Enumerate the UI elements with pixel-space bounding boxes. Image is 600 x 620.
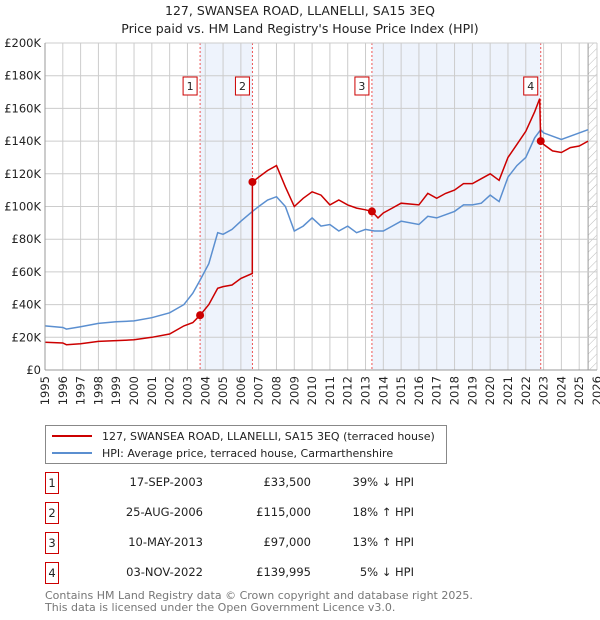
sale-marker bbox=[196, 311, 205, 320]
transaction-hpi: 13% ↑ HPI bbox=[352, 535, 414, 549]
footer-copyright: Contains HM Land Registry data © Crown c… bbox=[45, 589, 473, 602]
y-tick-label: £80K bbox=[12, 232, 42, 246]
y-tick-label: £180K bbox=[4, 69, 41, 83]
x-tick-label: 2002 bbox=[163, 376, 177, 405]
x-tick-label: 2015 bbox=[394, 376, 408, 405]
x-tick-label: 1997 bbox=[74, 376, 88, 405]
x-tick-label: 2008 bbox=[269, 376, 283, 405]
x-tick-label: 2023 bbox=[537, 376, 551, 405]
y-tick-label: £120K bbox=[4, 167, 41, 181]
legend-item-hpi: HPI: Average price, terraced house, Carm… bbox=[52, 445, 393, 461]
transaction-row: 3 10-MAY-2013 £97,000 13% ↑ HPI bbox=[45, 532, 545, 554]
x-tick-label: 2006 bbox=[234, 376, 248, 405]
x-tick-label: 2024 bbox=[554, 376, 568, 405]
x-tick-label: 2026 bbox=[590, 376, 600, 405]
price-chart: 127, SWANSEA ROAD, LLANELLI, SA15 3EQ Pr… bbox=[4, 3, 600, 405]
transaction-date: 17-SEP-2003 bbox=[129, 475, 203, 489]
transaction-date: 10-MAY-2013 bbox=[128, 535, 203, 549]
sale-label: 3 bbox=[358, 80, 365, 93]
chart-subtitle: Price paid vs. HM Land Registry's House … bbox=[121, 21, 478, 36]
transaction-price: £139,995 bbox=[256, 565, 311, 579]
sale-label: 2 bbox=[239, 80, 246, 93]
y-tick-label: £140K bbox=[4, 134, 41, 148]
legend-item-property: 127, SWANSEA ROAD, LLANELLI, SA15 3EQ (t… bbox=[52, 428, 435, 444]
transaction-number: 1 bbox=[45, 472, 59, 494]
x-tick-label: 2022 bbox=[519, 376, 533, 405]
sale-label-box bbox=[234, 76, 250, 96]
x-tick-label: 2013 bbox=[359, 376, 373, 405]
sale-label-box bbox=[354, 76, 370, 96]
x-tick-label: 2012 bbox=[341, 376, 355, 405]
x-tick-label: 2011 bbox=[323, 376, 337, 405]
transaction-price: £33,500 bbox=[263, 475, 311, 489]
transaction-row: 1 17-SEP-2003 £33,500 39% ↓ HPI bbox=[45, 472, 545, 494]
x-tick-label: 2020 bbox=[483, 376, 497, 405]
transaction-hpi: 18% ↑ HPI bbox=[352, 505, 414, 519]
x-tick-label: 2016 bbox=[412, 376, 426, 405]
sale-label-box bbox=[182, 76, 198, 96]
x-tick-label: 1995 bbox=[38, 376, 52, 405]
transaction-price: £115,000 bbox=[256, 505, 311, 519]
y-tick-label: £0 bbox=[26, 363, 41, 377]
sale-label: 1 bbox=[187, 80, 194, 93]
x-tick-label: 2019 bbox=[465, 376, 479, 405]
x-tick-label: 2003 bbox=[180, 376, 194, 405]
x-tick-label: 1998 bbox=[91, 376, 105, 405]
footer-text: Contains HM Land Registry data © Crown c… bbox=[45, 590, 473, 614]
x-tick-label: 1999 bbox=[109, 376, 123, 405]
legend-label: 127, SWANSEA ROAD, LLANELLI, SA15 3EQ (t… bbox=[102, 429, 435, 443]
y-tick-label: £40K bbox=[12, 298, 42, 312]
y-tick-label: £100K bbox=[4, 200, 41, 214]
y-tick-label: £200K bbox=[4, 36, 41, 50]
x-tick-label: 2001 bbox=[145, 376, 159, 405]
transaction-row: 2 25-AUG-2006 £115,000 18% ↑ HPI bbox=[45, 502, 545, 524]
sale-marker bbox=[536, 137, 545, 146]
legend-label: HPI: Average price, terraced house, Carm… bbox=[102, 446, 394, 460]
footer-licence: This data is licensed under the Open Gov… bbox=[45, 601, 396, 614]
sale-label-box bbox=[523, 76, 539, 96]
x-tick-label: 2018 bbox=[448, 376, 462, 405]
chart-title: 127, SWANSEA ROAD, LLANELLI, SA15 3EQ bbox=[165, 3, 435, 18]
chart-legend: 127, SWANSEA ROAD, LLANELLI, SA15 3EQ (t… bbox=[45, 425, 447, 464]
y-tick-label: £160K bbox=[4, 101, 41, 115]
x-tick-label: 2025 bbox=[572, 376, 586, 405]
legend-swatch-blue bbox=[52, 452, 92, 454]
transaction-number: 4 bbox=[45, 562, 59, 584]
x-tick-label: 2010 bbox=[305, 376, 319, 405]
transaction-number: 3 bbox=[45, 532, 59, 554]
transaction-price: £97,000 bbox=[263, 535, 311, 549]
price-paid-line bbox=[44, 98, 589, 346]
transaction-number: 2 bbox=[45, 502, 59, 524]
transaction-date: 03-NOV-2022 bbox=[126, 565, 203, 579]
y-tick-label: £60K bbox=[12, 265, 42, 279]
x-tick-label: 2021 bbox=[501, 376, 515, 405]
x-tick-label: 2000 bbox=[127, 376, 141, 405]
x-tick-label: 2009 bbox=[287, 376, 301, 405]
sale-marker bbox=[248, 177, 257, 186]
legend-swatch-red bbox=[52, 435, 92, 437]
x-tick-label: 2014 bbox=[376, 376, 390, 405]
hpi-line bbox=[44, 128, 589, 330]
transaction-date: 25-AUG-2006 bbox=[125, 505, 203, 519]
x-tick-label: 1996 bbox=[56, 376, 70, 405]
transaction-hpi: 5% ↓ HPI bbox=[359, 565, 414, 579]
x-tick-label: 2007 bbox=[252, 376, 266, 405]
y-tick-label: £20K bbox=[12, 330, 42, 344]
sale-label: 4 bbox=[527, 80, 534, 93]
transaction-hpi: 39% ↓ HPI bbox=[352, 475, 414, 489]
transaction-row: 4 03-NOV-2022 £139,995 5% ↓ HPI bbox=[45, 562, 545, 584]
sale-marker bbox=[367, 207, 376, 216]
x-tick-label: 2017 bbox=[430, 376, 444, 405]
x-tick-label: 2004 bbox=[198, 376, 212, 405]
x-tick-label: 2005 bbox=[216, 376, 230, 405]
